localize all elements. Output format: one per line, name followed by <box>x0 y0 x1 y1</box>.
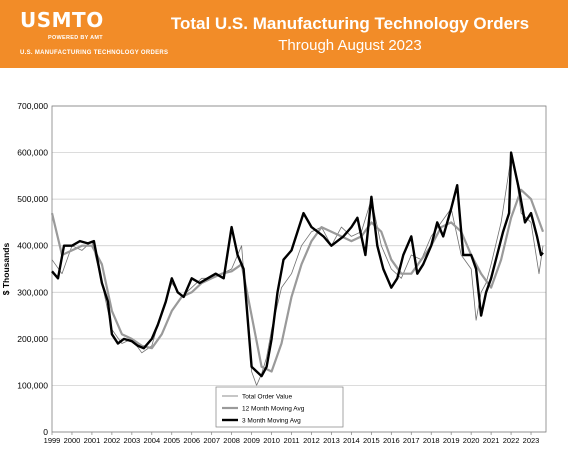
series-line-3 <box>51 151 544 378</box>
x-tick-label: 2017 <box>403 436 420 445</box>
y-tick-label: 200,000 <box>17 334 48 344</box>
y-tick-label: 500,000 <box>17 194 48 204</box>
x-tick-label: 2014 <box>343 436 360 445</box>
x-tick-label: 2010 <box>263 436 280 445</box>
x-tick-label: 2016 <box>383 436 400 445</box>
x-tick-label: 2007 <box>203 436 220 445</box>
x-axis-ticks: 1999 2000 2001 2002 2003 2004 2005 2006 2007 2008… <box>44 432 540 445</box>
y-tick-label: 0 <box>43 427 48 437</box>
legend-entry-label: Total Order Value <box>242 394 292 401</box>
plot-frame <box>51 105 547 433</box>
y-axis-ticks: 0 100,000 200,000 300,000 400,000 500,000 600,… <box>17 101 48 437</box>
legend: Total Order Value 12 Month Moving Avg 3 Mo… <box>215 386 344 428</box>
chart-subtitle: Through August 2023 <box>278 37 422 54</box>
chart-title: Total U.S. Manufacturing Technology Orde… <box>170 14 530 33</box>
header-banner: USMTO POWERED BY AMT U.S. MANUFACTURING … <box>0 0 568 68</box>
y-tick-label: 100,000 <box>17 380 48 390</box>
legend-entry-label: 12 Month Moving Avg <box>242 406 305 413</box>
series-line-2 <box>50 188 545 373</box>
x-tick-label: 2013 <box>323 436 340 445</box>
y-tick-label: 300,000 <box>17 287 48 297</box>
x-tick-label: 2018 <box>423 436 440 445</box>
x-tick-label: 2008 <box>223 436 240 445</box>
logo-powered-by: POWERED BY AMT <box>48 35 103 41</box>
x-tick-label: 2000 <box>64 436 81 445</box>
x-tick-label: 2011 <box>283 436 299 445</box>
series-line-1 <box>51 156 544 386</box>
x-tick-label: 2019 <box>443 436 460 445</box>
logo-tagline: U.S. MANUFACTURING TECHNOLOGY ORDERS <box>20 50 169 56</box>
y-tick-label: 700,000 <box>17 101 48 111</box>
x-tick-label: 2006 <box>183 436 200 445</box>
x-tick-label: 2022 <box>503 436 520 445</box>
y-tick-label: 600,000 <box>17 148 48 158</box>
x-tick-label: 2003 <box>123 436 140 445</box>
x-tick-label: 2002 <box>104 436 121 445</box>
x-tick-label: 2012 <box>303 436 320 445</box>
y-axis-label: $ Thousands <box>1 243 11 296</box>
x-tick-label: 1999 <box>44 436 61 445</box>
y-tick-label: 400,000 <box>17 241 48 251</box>
legend-entry-label: 3 Month Moving Avg <box>242 418 301 425</box>
x-tick-label: 2001 <box>84 436 101 445</box>
series-lines <box>50 151 545 386</box>
x-tick-label: 2005 <box>163 436 180 445</box>
x-tick-label: 2021 <box>483 436 500 445</box>
x-tick-label: 2009 <box>243 436 260 445</box>
logo-wordmark: USMTO <box>20 8 104 32</box>
x-tick-label: 2004 <box>143 436 160 445</box>
x-tick-label: 2015 <box>363 436 380 445</box>
x-tick-label: 2023 <box>523 436 540 445</box>
x-tick-label: 2020 <box>463 436 480 445</box>
